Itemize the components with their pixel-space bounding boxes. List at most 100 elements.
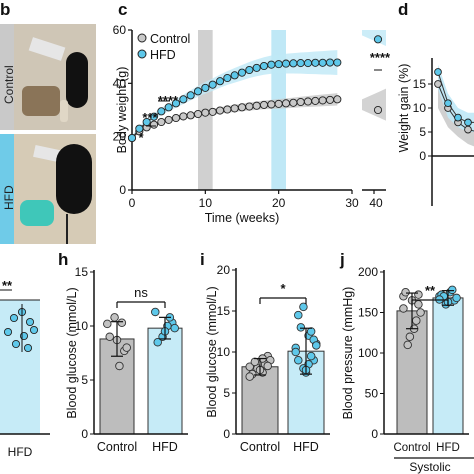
data-point-HFD: [306, 327, 316, 336]
bar-HFD: [432, 297, 464, 435]
data-point-Control: [157, 117, 166, 127]
data-point-HFD: [29, 325, 39, 335]
data-point-Control: [193, 109, 203, 119]
y-tick-label: 20: [113, 130, 127, 144]
data-point-HFD: [135, 124, 144, 133]
y-tick-label: 40: [113, 76, 127, 90]
x-tick-label: HFD: [152, 440, 178, 454]
x-tick-label: Control: [393, 442, 430, 454]
legend-label-control: Control: [150, 32, 190, 46]
data-point-HFD: [274, 60, 283, 69]
data-point-HFD: [294, 355, 303, 365]
significance-marker: **: [2, 278, 13, 293]
hfd-error-band: [132, 50, 338, 141]
data-point-HFD: [325, 58, 335, 67]
data-point-Control-end: [373, 105, 383, 115]
data-point-Control: [117, 318, 127, 328]
significance-marker: *: [138, 130, 144, 145]
data-point-HFD: [23, 343, 33, 353]
data-point-Control: [464, 125, 472, 134]
y-tick-label: 10: [217, 345, 231, 359]
data-point-HFD: [208, 80, 217, 89]
data-point-HFD: [153, 337, 162, 347]
data-point-Control: [237, 103, 247, 112]
data-point-HFD: [281, 59, 291, 68]
x-tick-label: HFD: [8, 445, 33, 459]
data-point-HFD: [127, 133, 137, 143]
y-tick-label: 0: [119, 183, 126, 197]
data-point-HFD: [267, 60, 276, 69]
y-tick-label: 0: [223, 427, 230, 441]
data-point-Control: [230, 104, 239, 113]
x-tick-label: 10: [199, 196, 213, 210]
data-point-HFD: [299, 302, 308, 312]
y-tick-label: 15: [75, 265, 89, 279]
data-point-Control: [250, 357, 260, 367]
data-point-Control: [401, 288, 410, 297]
data-point-Control: [171, 113, 181, 123]
data-point-Control: [303, 97, 313, 106]
data-point-HFD: [9, 313, 19, 323]
data-point-HFD: [448, 285, 457, 295]
data-point-HFD: [151, 307, 160, 317]
data-point-HFD: [454, 113, 462, 122]
x-tick-label: 0: [129, 196, 136, 210]
data-point-HFD: [237, 68, 247, 77]
data-point-Control: [333, 95, 342, 104]
data-point-Control: [110, 313, 119, 322]
panel-letter-c: c: [118, 0, 128, 19]
data-point-HFD: [318, 58, 327, 67]
y-tick-label: 60: [113, 23, 127, 37]
data-point-HFD: [157, 107, 166, 116]
y-tick-label: 0: [81, 427, 88, 441]
data-point-Control: [416, 308, 425, 317]
y-tick-label: 10: [413, 101, 427, 115]
y-tick-label: 5: [419, 125, 426, 139]
significance-marker: ****: [370, 50, 391, 65]
data-point-HFD: [223, 73, 232, 83]
data-point-HFD-end: [373, 35, 383, 44]
data-point-HFD: [303, 59, 313, 68]
data-point-HFD: [333, 58, 342, 67]
y-tick-label: 15: [413, 77, 427, 91]
bar-HFD: [147, 327, 183, 435]
data-point-HFD: [19, 331, 29, 341]
data-point-Control: [122, 343, 131, 352]
data-point-HFD: [11, 339, 21, 349]
y-tick-label: 100: [358, 346, 378, 360]
data-point-Control: [186, 111, 195, 120]
data-point-Control: [263, 361, 272, 371]
x-tick-label: Control: [97, 440, 137, 454]
x-tick-label: Control: [240, 440, 280, 454]
y-tick-label: 5: [223, 386, 230, 400]
panel-letter-h: h: [58, 250, 69, 269]
data-point-Control: [412, 316, 421, 325]
data-point-HFD: [193, 87, 203, 96]
data-point-HFD: [444, 99, 452, 108]
significance-marker: ns: [134, 285, 148, 300]
data-point-Control: [281, 99, 291, 108]
shaded-period-1: [271, 30, 286, 190]
y-tick-label: 0: [371, 427, 378, 441]
x-tick-label: HFD: [436, 442, 460, 454]
blood-pressure-bar-chart: 0 50 100 150 200 Control HFD Blood pressure (mm…: [341, 265, 474, 474]
data-point-HFD: [452, 293, 461, 303]
data-point-HFD: [434, 68, 442, 76]
data-point-HFD: [259, 61, 269, 71]
data-point-Control: [115, 361, 124, 371]
y-tick-label: 150: [358, 306, 378, 320]
significance-marker: ***: [142, 110, 158, 125]
y-tick-label: 15: [217, 304, 231, 318]
y-tick-label: 200: [358, 265, 378, 279]
y-axis-label: Blood glucose (mmol/L): [205, 286, 219, 417]
data-point-Control: [296, 97, 305, 107]
data-point-HFD: [230, 71, 239, 80]
y-tick-label: 10: [75, 319, 89, 333]
data-point-Control: [252, 101, 261, 110]
control-end-band: [362, 88, 386, 121]
data-point-Control: [223, 105, 232, 114]
control-mouse-photo: [0, 24, 96, 130]
data-point-HFD: [311, 58, 320, 67]
y-axis-label: Weight gain (%): [397, 64, 411, 153]
data-point-HFD: [171, 99, 181, 108]
